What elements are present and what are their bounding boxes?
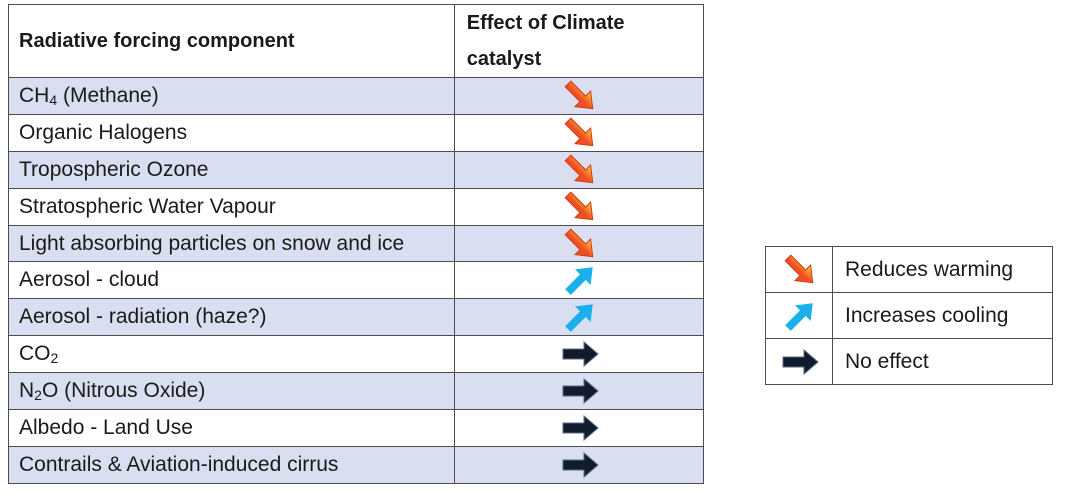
component-cell: Tropospheric Ozone <box>8 150 455 189</box>
component-name: Aerosol - radiation (haze?) <box>19 305 267 329</box>
arrow-down-right-icon <box>560 153 600 187</box>
effect-cell <box>453 409 705 447</box>
effect-cell <box>453 298 705 337</box>
table-body: CH4 (Methane) Organic Halogens Tropospheri… <box>8 77 705 484</box>
arrow-right-icon <box>560 448 600 482</box>
component-subscript: 2 <box>34 387 42 404</box>
legend-label: No effect <box>832 338 1053 385</box>
component-cell: Aerosol - radiation (haze?) <box>8 298 455 337</box>
arrow-right-icon <box>560 374 600 408</box>
legend-item: Increases cooling <box>765 292 1053 339</box>
legend-body: Reduces warming Increases cooling No effec… <box>765 246 1053 385</box>
component-cell: N2O (Nitrous Oxide) <box>8 372 455 411</box>
effect-cell <box>453 77 705 115</box>
effect-cell <box>453 335 705 374</box>
component-name: Aerosol - cloud <box>19 268 160 292</box>
effect-cell <box>453 113 705 152</box>
component-name: CO <box>19 342 51 366</box>
component-cell: Light absorbing particles on snow and ic… <box>8 224 455 263</box>
legend-label: Increases cooling <box>832 292 1053 339</box>
table-row: Tropospheric Ozone <box>8 150 705 189</box>
component-cell: Contrails & Aviation-induced cirrus <box>8 445 455 484</box>
table-row: Light absorbing particles on snow and ic… <box>8 224 705 263</box>
table-row: CO2 <box>8 335 705 374</box>
component-name: Stratospheric Water Vapour <box>19 194 276 218</box>
effect-cell <box>453 372 705 411</box>
effect-cell <box>453 150 705 189</box>
effect-cell <box>453 187 705 226</box>
arrow-down-right-icon <box>560 227 600 261</box>
component-cell: Albedo - Land Use <box>8 409 455 447</box>
component-cell: CH4 (Methane) <box>8 77 455 115</box>
arrow-up-right-icon <box>780 299 820 333</box>
effect-cell <box>453 224 705 263</box>
table-row: Stratospheric Water Vapour <box>8 187 705 226</box>
arrow-down-right-icon <box>780 253 820 287</box>
table-row: Aerosol - cloud <box>8 261 705 300</box>
arrow-right-icon <box>780 345 820 379</box>
table-row: Organic Halogens <box>8 113 705 152</box>
component-cell: Organic Halogens <box>8 113 455 152</box>
component-name: Contrails & Aviation-induced cirrus <box>19 452 339 476</box>
component-name: Organic Halogens <box>19 120 188 144</box>
legend-item: No effect <box>765 338 1053 385</box>
arrow-down-right-icon <box>560 190 600 224</box>
legend: Reduces warming Increases cooling No effec… <box>765 246 1053 385</box>
component-name: Tropospheric Ozone <box>19 157 209 181</box>
component-name: Albedo - Land Use <box>19 415 193 439</box>
radiative-forcing-table: Radiative forcing component Effect of Cl… <box>8 4 705 484</box>
table-header-row: Radiative forcing component Effect of Cl… <box>8 4 705 78</box>
table-row: Albedo - Land Use <box>8 409 705 447</box>
legend-icon-cell <box>765 338 833 385</box>
component-cell: CO2 <box>8 335 455 374</box>
legend-icon-cell <box>765 292 833 339</box>
table-row: CH4 (Methane) <box>8 77 705 115</box>
component-subscript: 4 <box>49 91 58 108</box>
arrow-down-right-icon <box>560 79 600 113</box>
legend-item: Reduces warming <box>765 246 1053 293</box>
legend-label: Reduces warming <box>832 246 1053 293</box>
table-row: Contrails & Aviation-induced cirrus <box>8 445 705 484</box>
arrow-up-right-icon <box>560 263 600 297</box>
component-name: CH <box>19 83 50 107</box>
component-subscript: 2 <box>50 350 59 367</box>
header-component: Radiative forcing component <box>8 4 455 78</box>
effect-cell <box>453 445 705 484</box>
component-name: Light absorbing particles on snow and ic… <box>19 231 405 255</box>
arrow-right-icon <box>560 337 600 371</box>
component-name: N <box>19 379 35 403</box>
component-cell: Aerosol - cloud <box>8 261 455 300</box>
effect-cell <box>453 261 705 300</box>
table-row: Aerosol - radiation (haze?) <box>8 298 705 337</box>
arrow-right-icon <box>560 411 600 445</box>
table-row: N2O (Nitrous Oxide) <box>8 372 705 411</box>
header-effect: Effect of Climate catalyst <box>453 4 705 78</box>
component-name-rest: (Methane) <box>57 83 159 107</box>
component-cell: Stratospheric Water Vapour <box>8 187 455 226</box>
arrow-down-right-icon <box>560 116 600 150</box>
arrow-up-right-icon <box>560 300 600 334</box>
legend-icon-cell <box>765 246 833 293</box>
component-name-rest: O (Nitrous Oxide) <box>41 379 206 403</box>
